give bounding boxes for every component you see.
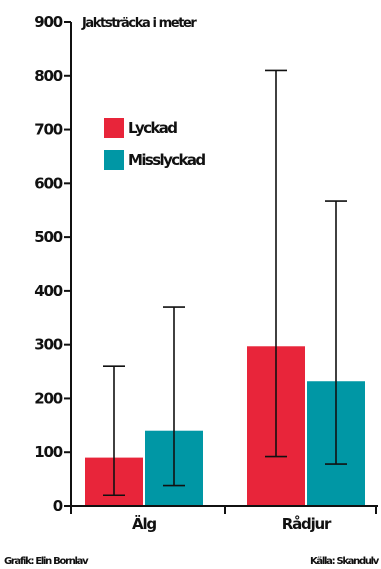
legend-label: Lyckad: [128, 119, 177, 137]
x-axis: Älg Rådjur: [70, 505, 378, 533]
y-tick-label: 200: [34, 389, 62, 407]
y-axis: 0 100 200 300 400 500 600 700 800 900: [34, 13, 72, 515]
y-tick-label: 500: [34, 228, 62, 246]
y-tick-label: 0: [53, 497, 63, 515]
y-tick-label: 600: [34, 174, 62, 192]
x-category-label: Rådjur: [282, 515, 332, 533]
y-axis-title: Jaktsträcka i meter: [81, 16, 197, 31]
y-tick-label: 700: [34, 121, 62, 139]
y-tick-label: 800: [34, 67, 62, 85]
y-tick-label: 300: [34, 336, 62, 354]
credit-left: Grafik: Elin Bornlav: [4, 556, 89, 567]
error-bars: [103, 69, 347, 497]
legend: Lyckad Misslyckad: [104, 118, 207, 170]
x-category-label: Älg: [132, 514, 156, 533]
y-tick-label: 100: [34, 443, 62, 461]
y-tick-label: 400: [34, 282, 62, 300]
legend-swatch: [104, 118, 124, 138]
bars: [85, 346, 365, 506]
legend-swatch: [104, 150, 124, 170]
legend-label: Misslyckad: [128, 151, 205, 169]
y-tick-label: 900: [34, 13, 62, 31]
credit-right: Källa: Skandulv: [310, 556, 380, 567]
